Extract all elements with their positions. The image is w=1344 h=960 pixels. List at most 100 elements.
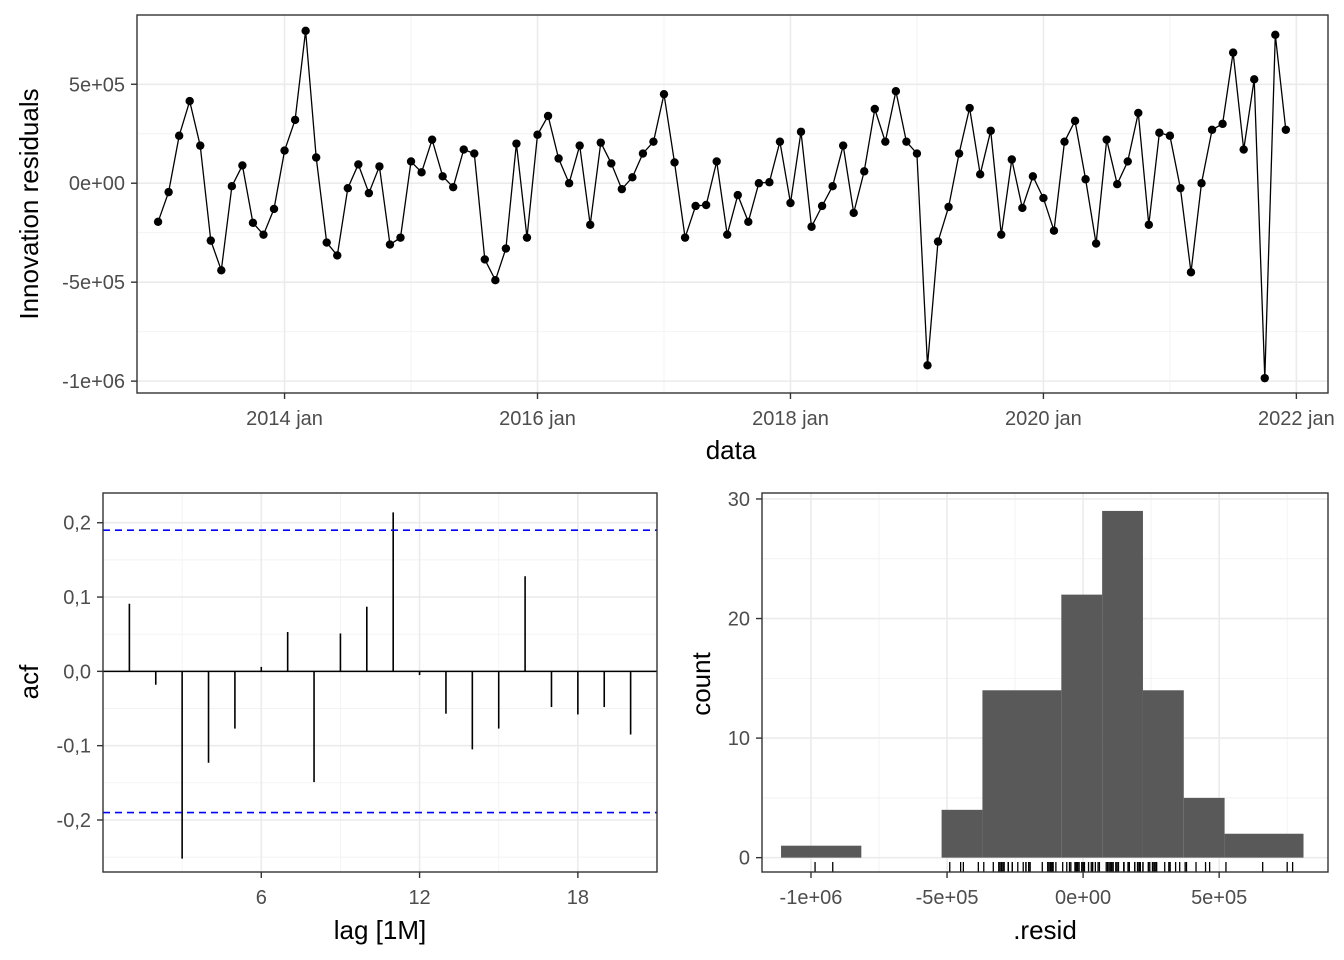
acf-axes: 0,2 0,1 0,0 -0,1 -0,2 6 12 18	[57, 492, 658, 909]
residual-point	[1165, 131, 1175, 140]
acf-y-axis-title: acf	[14, 664, 44, 699]
acf-x-tick-label: 18	[567, 887, 589, 909]
residual-point	[1186, 268, 1196, 277]
residuals-x-tick-label: 2018 jan	[752, 408, 829, 430]
histogram-bar	[982, 690, 1062, 858]
residual-point	[1260, 373, 1269, 383]
residual-point	[311, 153, 321, 162]
residual-point	[965, 103, 974, 113]
acf-panel: 0,2 0,1 0,0 -0,1 -0,2 6 12 18 lag [1M] acf	[14, 492, 658, 945]
residual-point	[438, 172, 447, 181]
residual-point	[1081, 175, 1090, 184]
histogram-x-tick-label: -5e+05	[916, 887, 979, 909]
residual-point	[838, 141, 848, 150]
residual-point	[575, 141, 584, 150]
residual-point	[733, 190, 742, 200]
residual-point	[1176, 183, 1185, 193]
histogram-axes: 0 10 20 30 -1e+06 -5e+05 0e+00 5e+05	[728, 489, 1329, 909]
acf-y-tick-label: -0,2	[57, 810, 91, 832]
residuals-panel-frame	[136, 14, 1329, 394]
residual-point	[1028, 172, 1038, 181]
residual-point	[1228, 48, 1238, 57]
residual-point	[248, 218, 258, 228]
residual-point	[1070, 116, 1080, 126]
residuals-y-axis-title: Innovation residuals	[14, 88, 44, 319]
residual-point	[649, 137, 658, 146]
residual-point	[396, 233, 405, 242]
residual-point	[1039, 193, 1048, 203]
residuals-y-tick-label: 0e+00	[69, 173, 125, 195]
histogram-rug	[814, 862, 1294, 872]
innovation-residuals-panel: 5e+05 0e+00 -5e+05 -1e+06 2014 jan 2016 jan 20…	[14, 14, 1335, 465]
histogram-y-tick-label: 20	[728, 609, 750, 631]
residual-point	[786, 198, 795, 208]
histogram-y-tick-label: 0	[739, 848, 750, 870]
residual-point	[986, 126, 995, 135]
residual-point	[153, 217, 163, 227]
acf-x-tick-label: 12	[408, 887, 430, 909]
residual-point	[491, 275, 500, 285]
residual-point	[723, 230, 732, 239]
residual-point	[217, 266, 226, 275]
histogram-panel: 0 10 20 30 -1e+06 -5e+05 0e+00 5e+05 .resid cou…	[686, 489, 1329, 945]
residual-point	[206, 236, 215, 245]
residual-point	[754, 179, 764, 188]
residuals-y-tick-label: -5e+05	[62, 272, 125, 294]
residual-point	[1197, 179, 1206, 188]
acf-panel-frame	[102, 492, 658, 873]
residual-point	[828, 181, 837, 191]
residual-point	[1018, 203, 1027, 213]
histogram-bar	[1102, 510, 1143, 858]
residuals-x-axis-title: data	[706, 435, 757, 465]
histogram-y-tick-label: 30	[728, 489, 750, 511]
histogram-bar	[1224, 833, 1304, 858]
residuals-y-tick-label: 5e+05	[69, 74, 125, 96]
histogram-bars	[781, 510, 1304, 858]
acf-gridlines	[103, 493, 658, 872]
residual-point	[564, 179, 574, 188]
histogram-bar	[941, 809, 983, 858]
acf-x-tick-label: 6	[256, 887, 267, 909]
histogram-x-tick-label: -1e+06	[780, 887, 843, 909]
residual-point	[870, 104, 879, 114]
residual-point	[1271, 30, 1280, 39]
acf-x-axis-title: lag [1M]	[334, 915, 427, 945]
histogram-x-axis-title: .resid	[1013, 915, 1077, 945]
residual-point	[744, 217, 753, 227]
residual-point	[333, 251, 342, 260]
residuals-series	[153, 26, 1291, 383]
residual-point	[480, 255, 490, 264]
residual-point	[902, 137, 911, 146]
residuals-x-tick-label: 2014 jan	[246, 408, 323, 430]
residual-point	[680, 233, 690, 242]
residual-point	[670, 158, 679, 167]
residual-point	[701, 200, 711, 210]
histogram-y-axis-title: count	[686, 651, 716, 715]
residual-point	[1239, 145, 1248, 154]
residual-point	[881, 137, 890, 146]
histogram-panel-frame	[761, 492, 1329, 873]
residual-point	[860, 167, 869, 176]
residual-point	[638, 149, 648, 158]
residual-point	[238, 161, 247, 170]
residuals-x-tick-label: 2022 jan	[1258, 408, 1335, 430]
residual-point	[448, 182, 458, 192]
residual-point	[607, 159, 616, 168]
residual-point	[912, 149, 922, 158]
residual-point	[617, 184, 627, 194]
histogram-x-tick-label: 5e+05	[1191, 887, 1247, 909]
residual-point	[501, 244, 511, 253]
residual-point	[301, 26, 310, 36]
residual-point	[628, 173, 637, 182]
residual-point	[354, 160, 363, 169]
residual-point	[322, 238, 331, 247]
residual-point	[775, 137, 785, 146]
residual-point	[1134, 108, 1143, 118]
residual-point	[712, 157, 721, 166]
residual-point	[543, 111, 553, 121]
residual-point	[1060, 137, 1069, 146]
residual-point	[1250, 75, 1259, 84]
residual-point	[954, 149, 964, 158]
acf-y-tick-label: 0,2	[63, 513, 91, 535]
